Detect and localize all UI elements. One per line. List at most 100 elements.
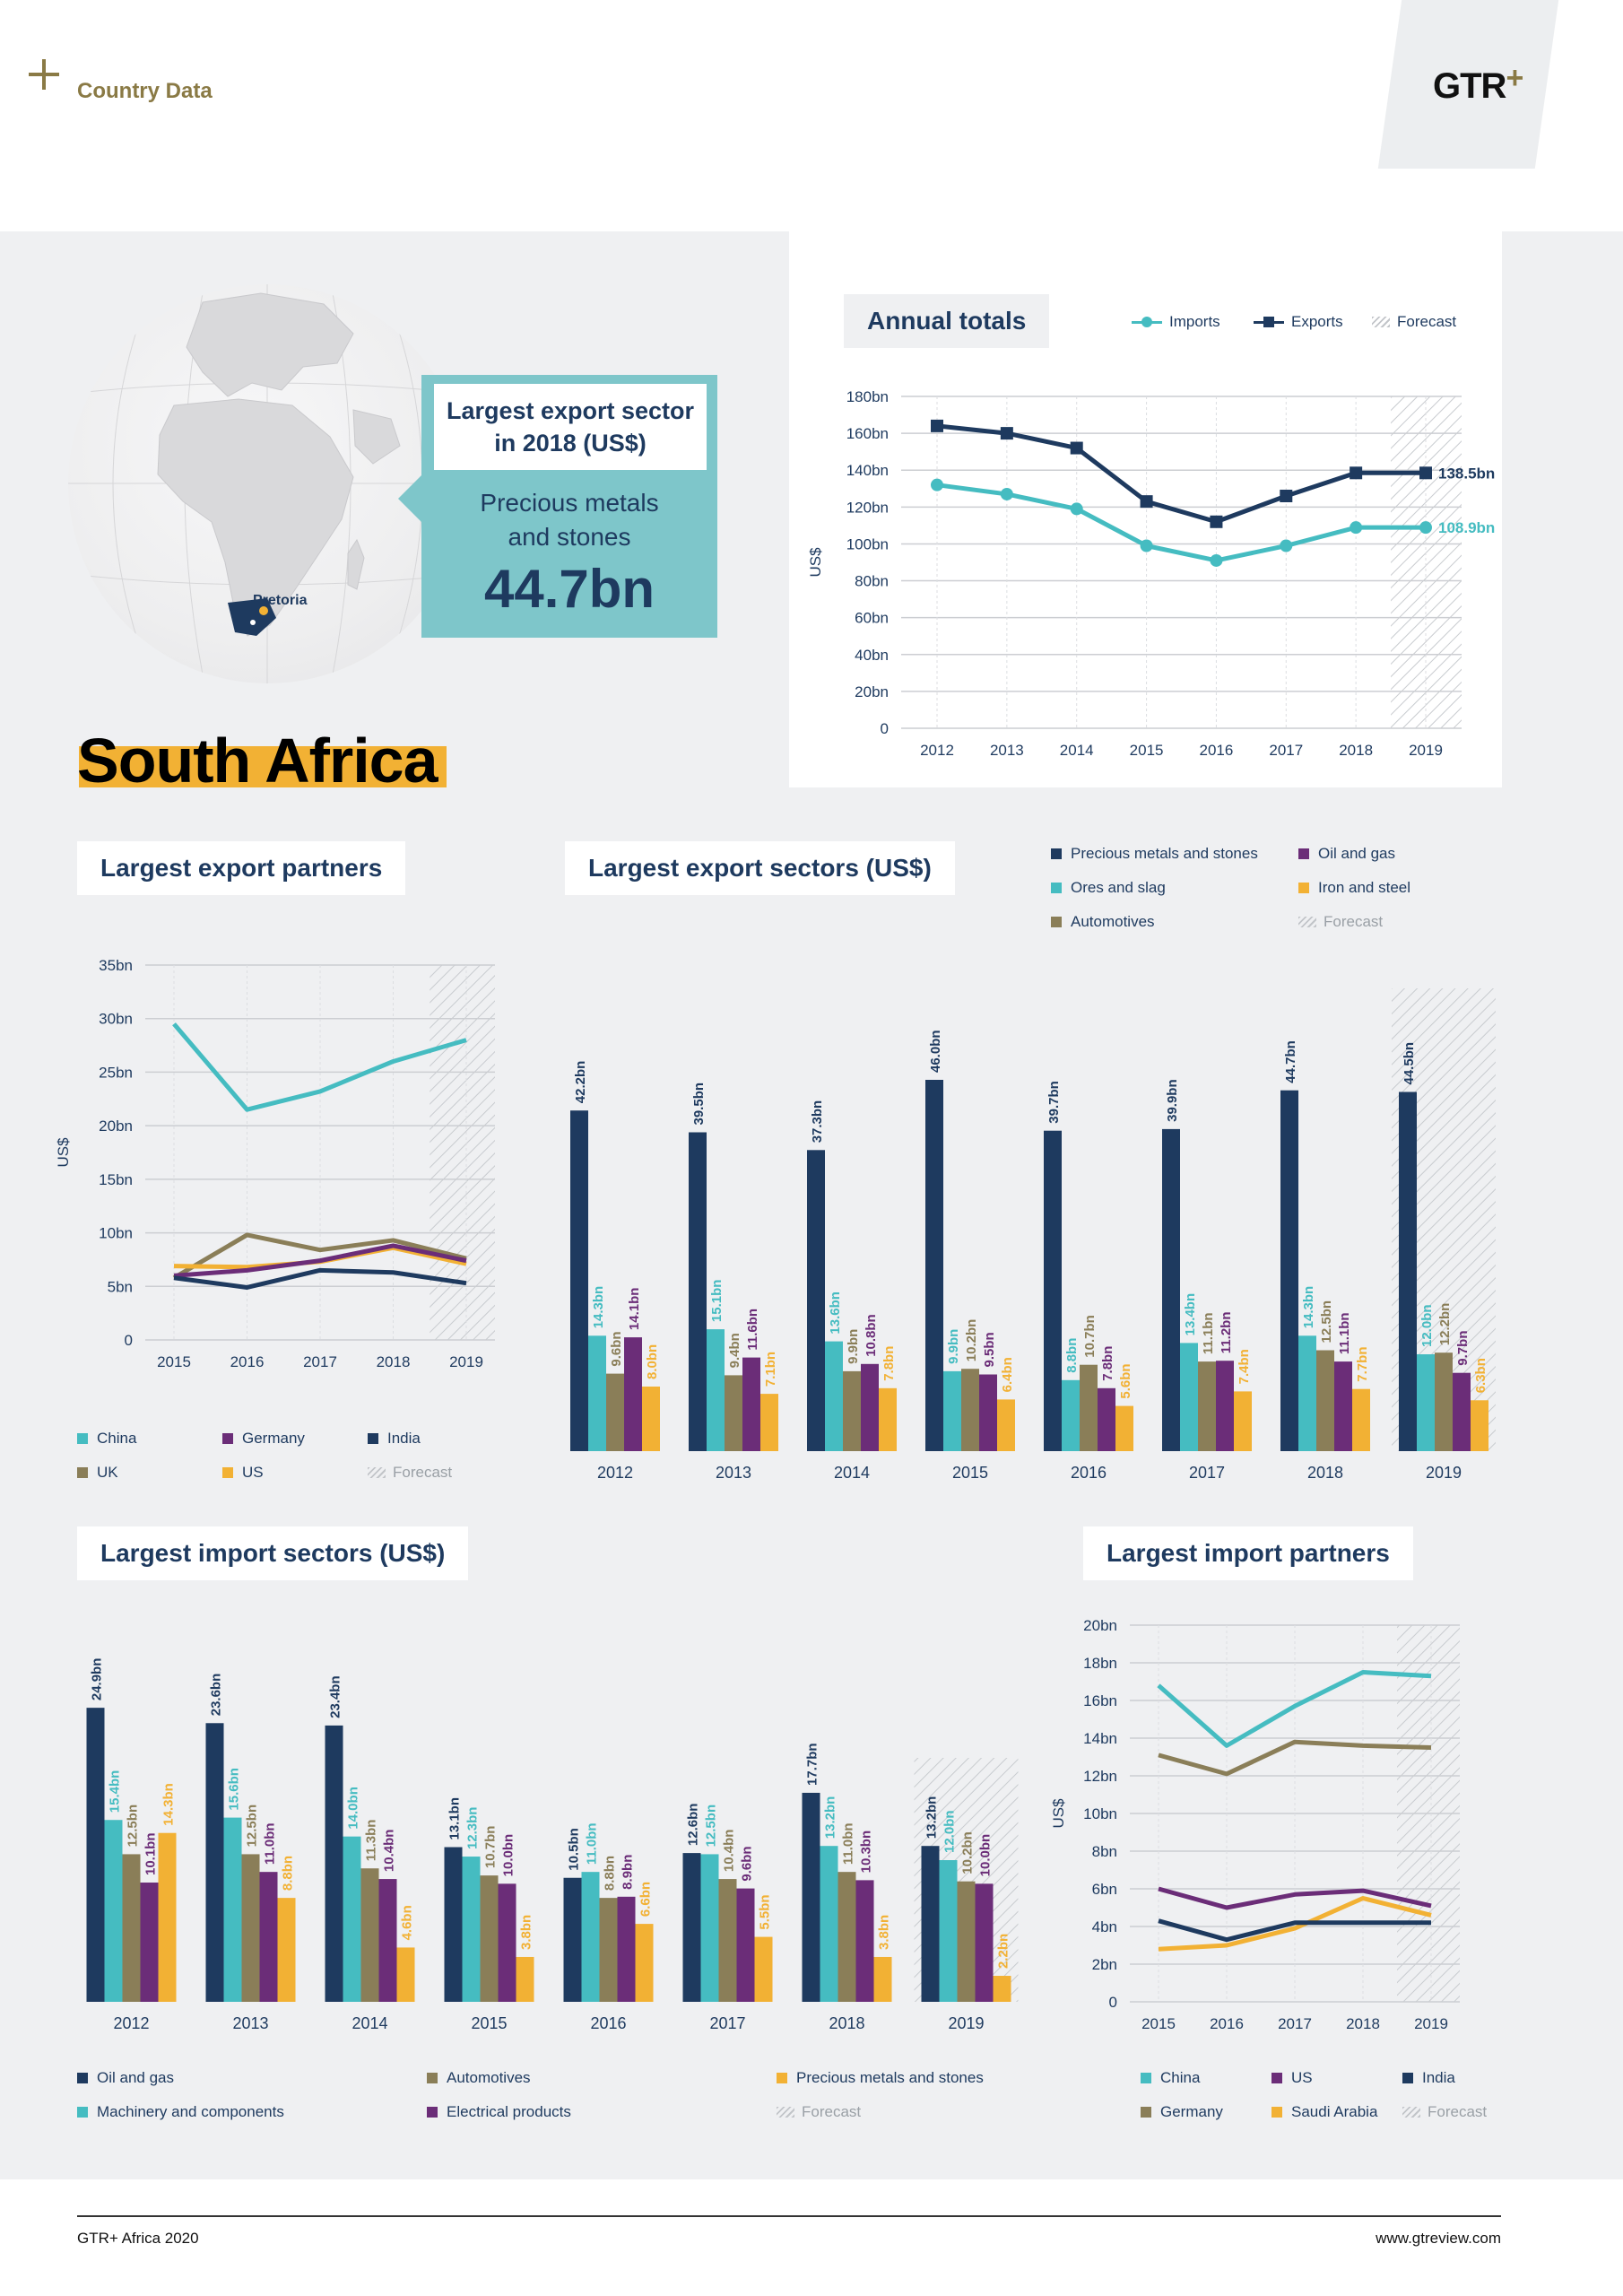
bar-value-label: 4.6bn: [400, 1905, 415, 1940]
legend-item: Iron and steel: [1298, 879, 1410, 897]
legend-item: Forecast: [1298, 913, 1383, 931]
y-tick-label: 20bn: [99, 1118, 133, 1135]
bar-value-label: 5.5bn: [758, 1894, 773, 1929]
y-tick-label: 60bn: [855, 610, 889, 627]
bar-value-label: 6.3bn: [1473, 1358, 1488, 1393]
bar-value-label: 8.8bn: [1064, 1338, 1080, 1373]
bar: [1044, 1130, 1062, 1451]
x-tick-label: 2012: [113, 2014, 149, 2032]
x-tick-label: 2015: [952, 1464, 988, 1482]
x-tick-label: 2018: [1339, 742, 1373, 759]
bar-value-label: 8.9bn: [621, 1855, 636, 1890]
bar-value-label: 14.3bn: [161, 1783, 177, 1826]
forecast-area: [1391, 396, 1462, 728]
bar: [624, 1337, 642, 1451]
legend-label: UK: [97, 1464, 118, 1481]
data-point: [1210, 553, 1223, 567]
bar-value-label: 42.2bn: [573, 1061, 588, 1104]
bar: [802, 1792, 820, 2002]
y-tick-label: 0: [1109, 1994, 1117, 2011]
data-point: [1000, 487, 1013, 500]
series-line: [173, 1243, 467, 1278]
bar: [838, 1872, 856, 2002]
bar: [360, 1868, 379, 2002]
y-tick-label: 18bn: [1083, 1655, 1117, 1672]
bar: [925, 1080, 943, 1451]
series-line: [1158, 1896, 1432, 1952]
end-value-label: 138.5bn: [1438, 465, 1495, 482]
bar-value-label: 11.1bn: [1337, 1312, 1352, 1354]
bar: [343, 1836, 361, 2002]
legend-label: Automotives: [447, 2069, 531, 2086]
bar-value-label: 15.4bn: [108, 1770, 123, 1813]
bar-value-label: 23.4bn: [328, 1675, 343, 1718]
legend-label: Iron and steel: [1318, 879, 1411, 896]
bar: [617, 1896, 636, 2002]
bar: [1280, 1090, 1298, 1451]
import-partners-chart: 0 2bn 4bn 6bn 8bn 10bn 12bn 14bn 16bn 18bn 20bn 201…: [1050, 1617, 1460, 2032]
x-tick-label: 2016: [230, 1353, 265, 1370]
x-tick-label: 2016: [1210, 2015, 1244, 2032]
x-tick-label: 2015: [471, 2014, 507, 2032]
bar: [1180, 1343, 1198, 1451]
bar: [979, 1374, 997, 1451]
legend-item: Forecast: [1402, 2103, 1487, 2121]
bar-value-label: 10.0bn: [978, 1834, 994, 1877]
legend-item: Automotives: [427, 2069, 531, 2087]
x-tick-label: 2012: [597, 1464, 633, 1482]
bar-value-label: 10.0bn: [501, 1834, 516, 1877]
legend-label: Forecast: [1428, 2103, 1488, 2120]
legend-label: US: [242, 1464, 264, 1481]
bar: [205, 1723, 224, 2002]
bar: [921, 1846, 940, 2002]
footer-divider: [77, 2215, 1501, 2217]
bar: [581, 1872, 600, 2002]
bar: [718, 1879, 737, 2002]
footer-website[interactable]: www.gtreview.com: [1376, 2230, 1501, 2247]
legend-label: Oil and gas: [97, 2069, 174, 2086]
bar: [498, 1883, 516, 2002]
bar-value-label: 14.3bn: [591, 1286, 606, 1329]
legend-swatch: [222, 1467, 233, 1478]
legend-swatch: [1271, 2107, 1282, 2118]
bar: [325, 1725, 343, 2002]
bar: [754, 1936, 773, 2002]
y-tick-label: 120bn: [846, 499, 889, 516]
y-tick-label: 2bn: [1092, 1956, 1117, 1973]
legend-label: Imports: [1169, 313, 1220, 330]
bar-value-label: 10.8bn: [864, 1314, 879, 1357]
bar-value-label: 10.7bn: [483, 1826, 499, 1869]
y-tick-label: 160bn: [846, 425, 889, 442]
legend-label: Forecast: [802, 2103, 862, 2120]
bar: [462, 1857, 481, 2002]
legend-swatch: [1271, 2073, 1282, 2083]
legend-label: Germany: [242, 1430, 305, 1447]
x-tick-label: 2013: [716, 1464, 751, 1482]
bar: [1334, 1361, 1352, 1451]
legend-swatch: [1298, 848, 1309, 859]
bar: [570, 1110, 588, 1451]
bar: [689, 1132, 707, 1451]
data-point: [1280, 539, 1293, 552]
legend-label: US: [1291, 2069, 1313, 2086]
bar: [1435, 1352, 1453, 1451]
legend-swatch: [222, 1433, 233, 1444]
bar-value-label: 13.6bn: [828, 1292, 843, 1335]
x-tick-label: 2017: [709, 2014, 745, 2032]
bar: [1098, 1387, 1115, 1451]
y-tick-label: 10bn: [99, 1225, 133, 1242]
bar-value-label: 13.1bn: [447, 1797, 463, 1840]
bar-value-label: 7.8bn: [1100, 1346, 1115, 1381]
legend-swatch: [1051, 883, 1062, 893]
data-point: [1350, 521, 1363, 535]
legend-item: Oil and gas: [77, 2069, 174, 2087]
bar-value-label: 14.0bn: [346, 1787, 361, 1830]
y-axis-label: US$: [1050, 1798, 1067, 1829]
bar-value-label: 9.9bn: [846, 1329, 861, 1364]
bar-value-label: 11.0bn: [263, 1822, 278, 1865]
bar: [122, 1854, 141, 2002]
x-tick-label: 2013: [990, 742, 1024, 759]
legend-item: India: [1402, 2069, 1455, 2087]
legend-item: Electrical products: [427, 2103, 571, 2121]
country-title: South Africa: [77, 726, 438, 796]
